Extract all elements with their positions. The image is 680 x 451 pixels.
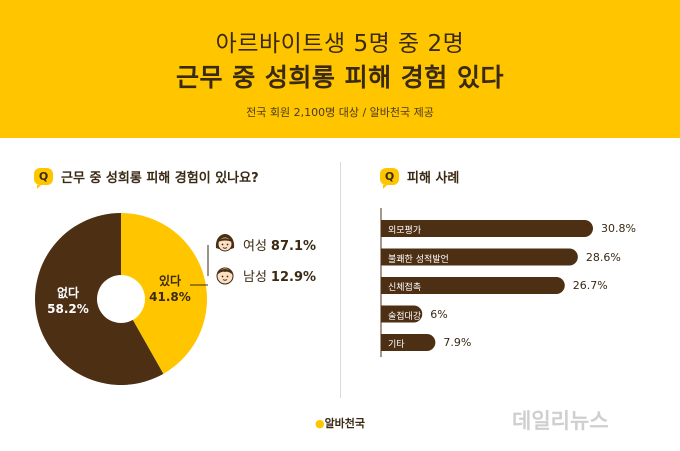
pie-label-yes-value: 41.8% [149, 290, 191, 304]
bar-1-flat-end [381, 248, 398, 266]
bar-label-1: 불쾌한 성적발언 [388, 254, 449, 265]
title-line-1: 아르바이트생 5명 중 2명 [215, 31, 465, 57]
pie-label-no-name: 없다 [56, 286, 80, 300]
bar-value-2: 26.7% [572, 279, 608, 292]
pie-label-no-value: 58.2% [47, 302, 89, 316]
bar-1 [381, 248, 578, 266]
man-face-icon [216, 267, 234, 285]
bar-label-3: 술접대강요 [388, 311, 430, 322]
logo-mark-icon: ● [314, 417, 325, 430]
pie-label-yes-name: 있다 [158, 274, 182, 288]
question-row-right: Q 피해 사례 [380, 167, 460, 189]
bar-2-flat-end [381, 277, 398, 294]
woman-face-icon [215, 234, 235, 252]
watermark: 데일리뉴스 [512, 400, 662, 440]
bar-0-flat-end [381, 220, 398, 237]
bar-value-4: 7.9% [443, 336, 472, 349]
bar-label-2: 신체접촉 [388, 283, 422, 293]
bar-0 [381, 220, 593, 237]
subtitle: 전국 회원 2,100명 대상 / 알바천국 제공 [246, 106, 434, 119]
question-row-left: Q 근무 중 성희롱 피해 경험이 있나요? [34, 167, 259, 189]
breakdown-female: 여성 87.1% [213, 232, 316, 256]
title-line-2: 근무 중 성희롱 피해 경험 있다 [175, 63, 505, 92]
question-right: 피해 사례 [407, 171, 460, 186]
breakdown-male: 남성 12.9% [213, 263, 316, 287]
bar-value-3: 6% [430, 307, 448, 321]
pie-label-yes: 있다 41.8% [140, 273, 200, 305]
q-badge-icon: Q [380, 168, 399, 189]
bar-label-0: 외모평가 [388, 226, 422, 236]
footer-logo: ●알바천국 [0, 415, 680, 431]
bar-label-4: 기타 [388, 340, 405, 350]
male-label: 남성 [243, 269, 267, 285]
section-divider [340, 162, 341, 398]
donut-hole [97, 275, 145, 323]
question-left: 근무 중 성희롱 피해 경험이 있나요? [61, 171, 259, 186]
bar-3-flat-end [381, 305, 398, 323]
bar-4-flat-end [381, 334, 398, 351]
female-label: 여성 [243, 238, 267, 254]
female-value: 87.1% [270, 238, 317, 254]
header-banner: 아르바이트생 5명 중 2명 근무 중 성희롱 피해 경험 있다 전국 회원 2… [0, 0, 680, 138]
watermark-text: 데일리뉴스 [512, 409, 609, 433]
male-value: 12.9% [270, 269, 317, 285]
bar-value-0: 30.8% [601, 222, 636, 235]
pie-label-no: 없다 58.2% [38, 285, 98, 317]
pie-slice-yes [121, 213, 208, 374]
bar-value-1: 28.6% [585, 250, 621, 264]
logo-text: 알바천국 [324, 417, 366, 430]
connector-line [190, 245, 209, 286]
q-badge-icon: Q [34, 168, 53, 189]
bar-2 [381, 277, 565, 294]
